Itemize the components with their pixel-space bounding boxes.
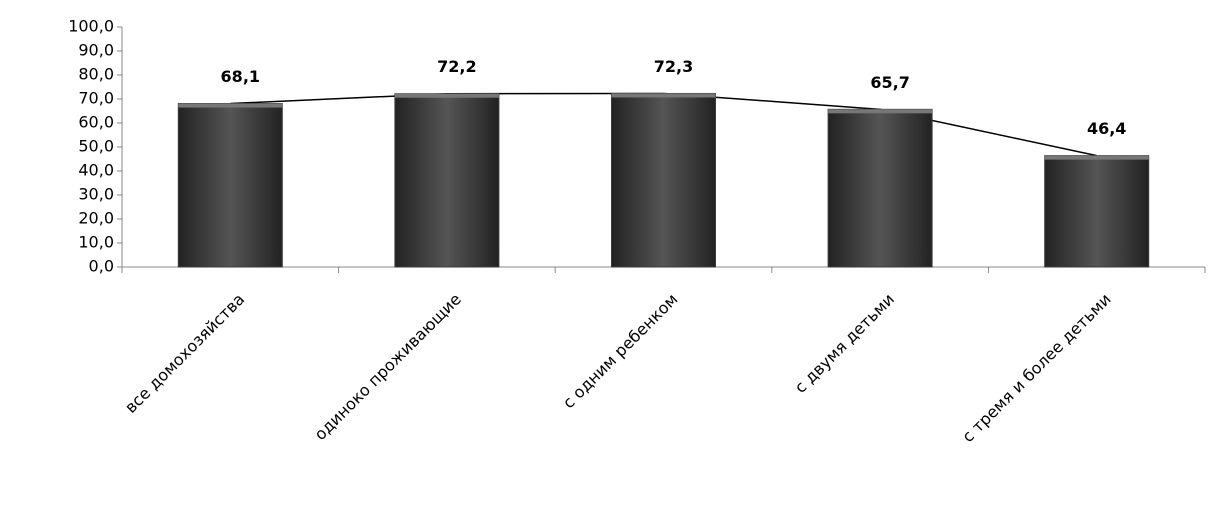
bar bbox=[611, 92, 716, 268]
y-tick-label: 90,0 bbox=[78, 41, 114, 60]
bar bbox=[827, 108, 933, 268]
bar-top bbox=[178, 103, 283, 108]
y-tick-label: 80,0 bbox=[78, 65, 114, 84]
value-label: 72,2 bbox=[437, 57, 476, 76]
y-tick-label: 50,0 bbox=[78, 137, 114, 156]
y-tick-label: 40,0 bbox=[78, 161, 114, 180]
bar bbox=[394, 93, 500, 268]
bar-top bbox=[828, 109, 933, 114]
value-label: 65,7 bbox=[870, 73, 909, 92]
value-label: 68,1 bbox=[221, 67, 260, 86]
y-tick-label: 60,0 bbox=[78, 113, 114, 132]
value-label: 46,4 bbox=[1087, 119, 1126, 138]
y-tick-label: 70,0 bbox=[78, 89, 114, 108]
value-label: 72,3 bbox=[654, 57, 693, 76]
bar-top bbox=[1044, 155, 1149, 160]
bar-top bbox=[394, 93, 499, 98]
x-tick-label: все домохозяйства bbox=[121, 290, 248, 417]
bar bbox=[1044, 155, 1150, 268]
x-tick-label: с одним ребенком bbox=[559, 290, 682, 413]
y-tick-label: 10,0 bbox=[78, 233, 114, 252]
x-tick-label: с двумя детьми bbox=[791, 290, 898, 397]
bar-top bbox=[611, 93, 716, 98]
y-tick-label: 20,0 bbox=[78, 209, 114, 228]
y-tick-label: 100,0 bbox=[68, 17, 114, 36]
bar bbox=[177, 103, 283, 268]
x-tick-label: одиноко проживающие bbox=[311, 290, 465, 444]
y-tick-label: 0,0 bbox=[89, 257, 114, 276]
y-tick-label: 30,0 bbox=[78, 185, 114, 204]
x-tick-label: с тремя и более детьми bbox=[958, 290, 1114, 446]
